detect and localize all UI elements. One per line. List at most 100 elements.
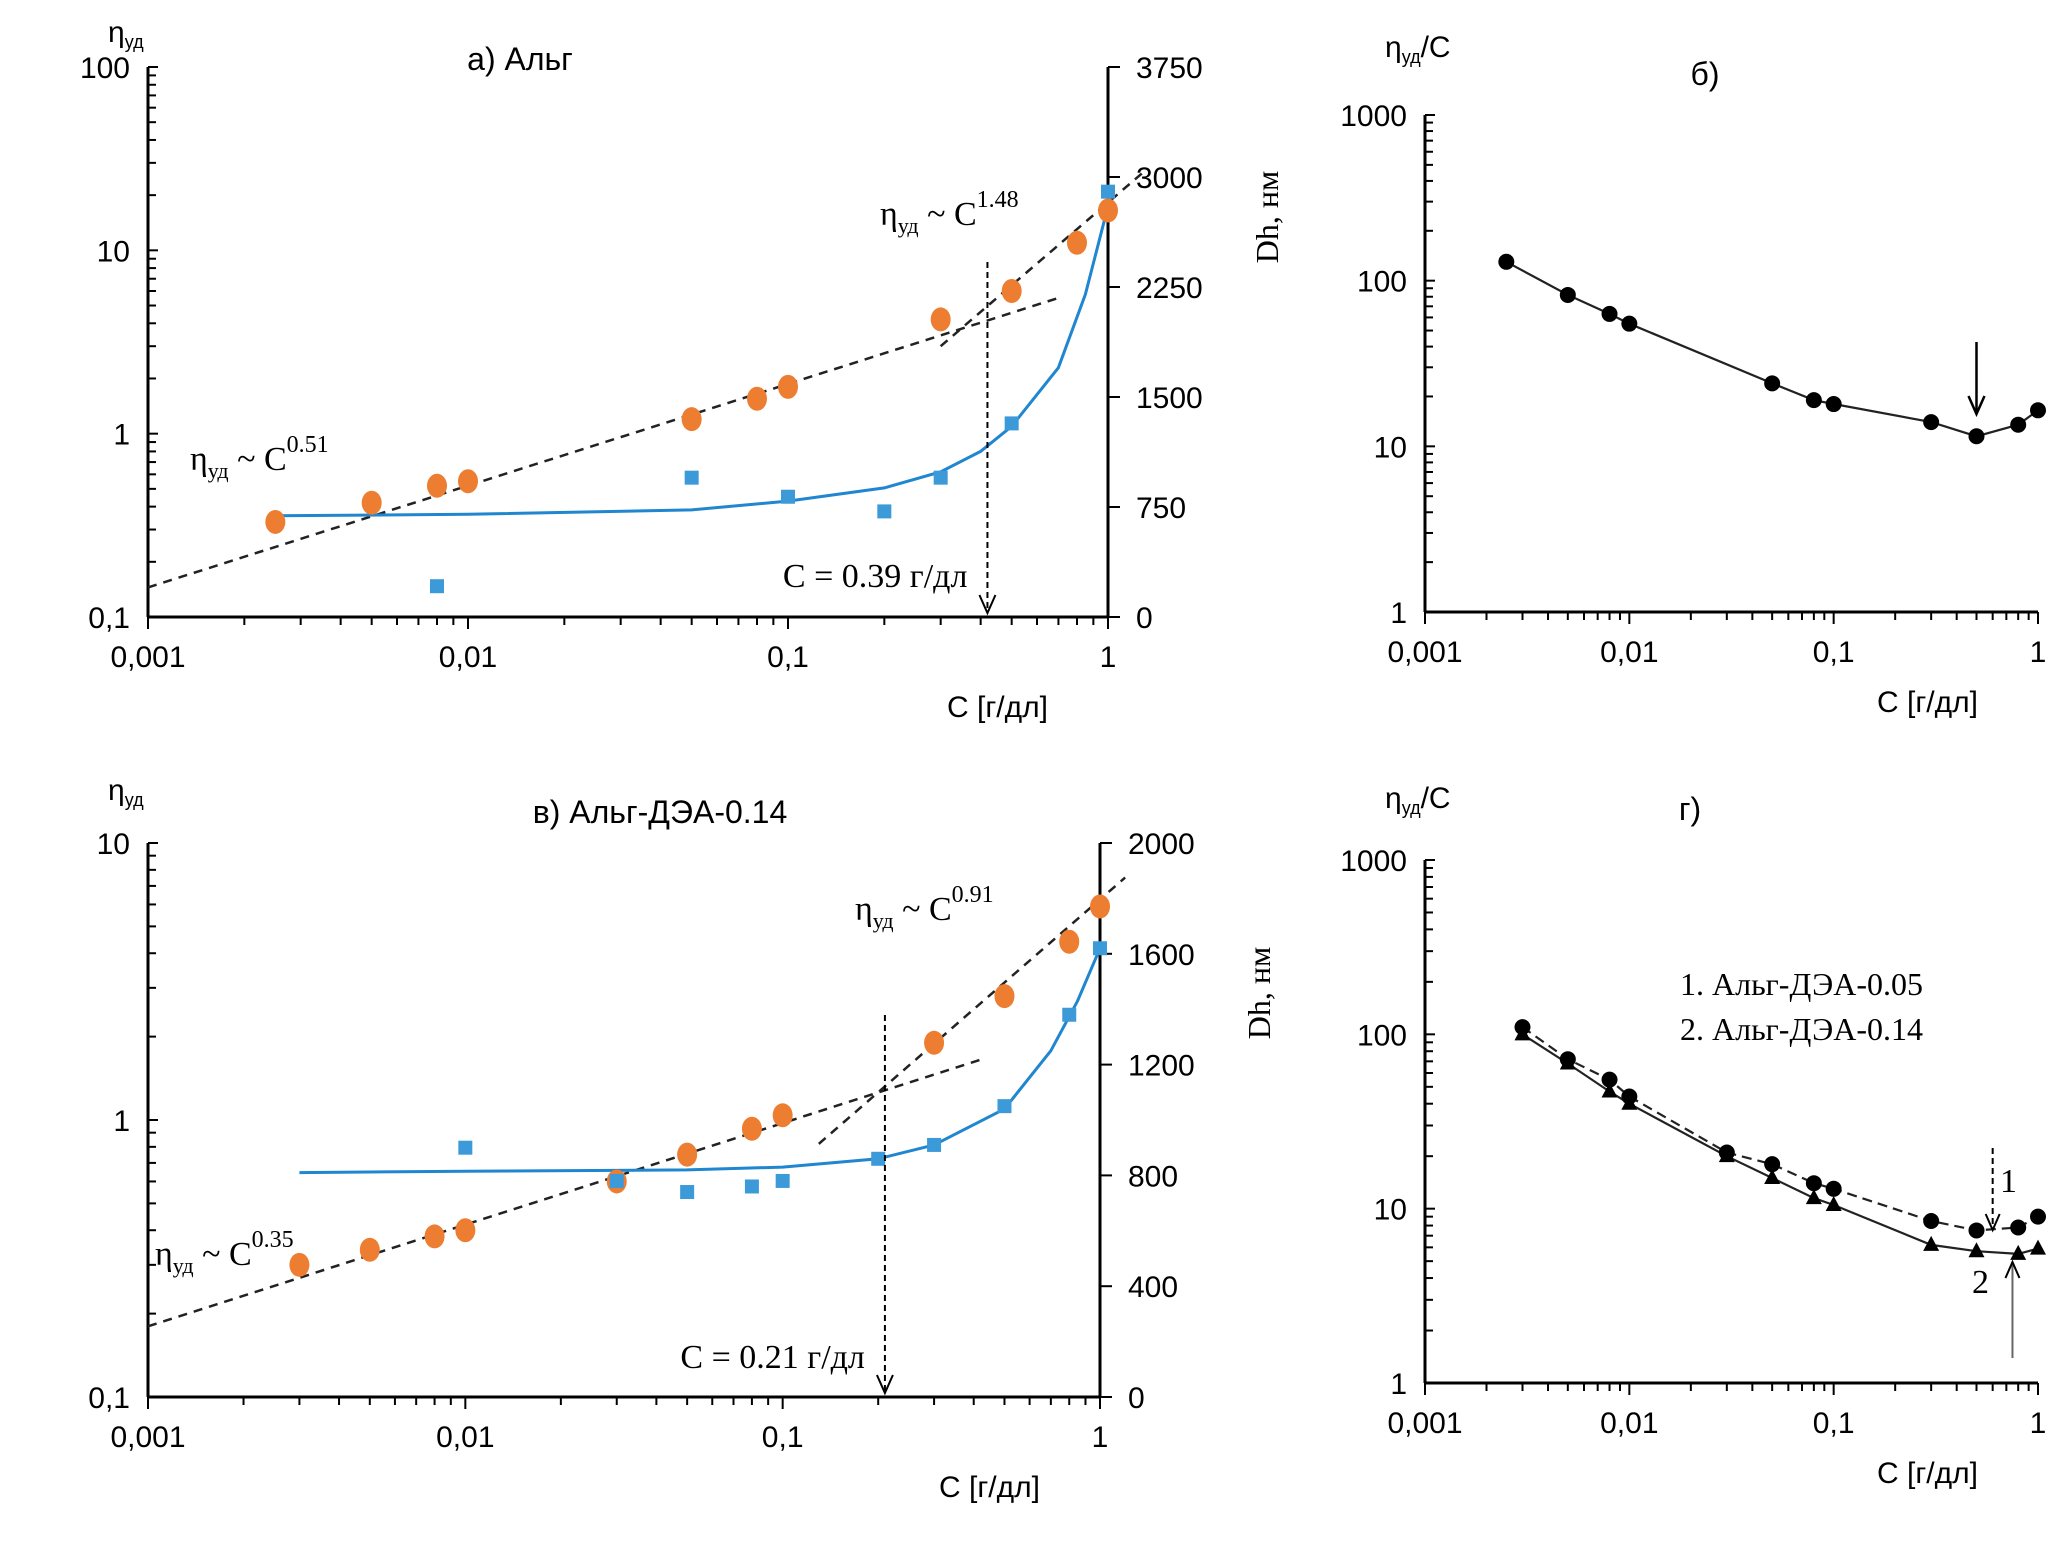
data-point	[1601, 1071, 1618, 1088]
data-point	[877, 504, 892, 519]
data-point	[2030, 1239, 2046, 1255]
fit-label: ηуд ~ C1.48	[880, 187, 1019, 238]
panel-v: 0,001 0,01 0,1 1 0,1 1 10 0 400 800 1200 1600 2000 Dh…	[88, 774, 1277, 1504]
fit-formula: ~ C	[194, 1236, 252, 1273]
data-point	[772, 1103, 793, 1128]
data-point	[680, 1185, 695, 1200]
data-point	[1601, 1082, 1618, 1098]
data-point	[1559, 286, 1576, 303]
data-point	[1718, 1147, 1735, 1163]
fit-eta-sub: уд	[173, 1253, 194, 1278]
y-axis-label: ηуд	[108, 16, 144, 52]
legend-entry: 2. Альг-ДЭА-0.14	[1680, 1011, 1923, 1047]
x-tick-label: 0,1	[1813, 1407, 1855, 1440]
curve-label: 2	[1972, 1264, 1989, 1301]
x-tick-label: 1	[1100, 641, 1117, 674]
y2-tick-label: 2250	[1136, 272, 1203, 305]
data-point	[741, 1116, 762, 1141]
y-label-sub: уд	[125, 32, 144, 52]
fit-label: ηуд ~ C0.51	[190, 432, 329, 483]
data-point	[778, 374, 798, 399]
data-point	[361, 490, 382, 515]
x-tick-label: 0,1	[767, 641, 809, 674]
y-label-rest: /С	[1421, 782, 1451, 815]
data-point	[1090, 894, 1110, 919]
data-point	[1805, 1175, 1822, 1192]
panel-g: 0,001 0,01 0,1 1 1 10 100 1000 г) ηуд/С С [г/дл] 1.…	[1340, 782, 2046, 1490]
data-point	[1764, 1168, 1781, 1184]
data-point	[2010, 1244, 2027, 1260]
y-axis-label: ηуд/С	[1385, 31, 1451, 67]
data-point	[426, 473, 447, 498]
data-point	[1805, 1189, 1822, 1205]
data-point	[1059, 929, 1080, 954]
data-point	[684, 470, 699, 485]
x-tick-label: 1	[2030, 636, 2047, 669]
data-point	[609, 1173, 624, 1188]
data-point	[994, 984, 1015, 1009]
data-point	[1004, 416, 1019, 431]
data-point	[927, 1137, 942, 1152]
data-point	[265, 509, 286, 534]
y2-tick-label: 400	[1128, 1271, 1178, 1304]
panel-title: г)	[1679, 791, 1701, 827]
data-point	[1062, 1007, 1077, 1022]
y-tick-label: 10	[1374, 431, 1407, 464]
data-point	[1101, 184, 1115, 199]
y-axis-label: ηуд	[108, 774, 144, 810]
y-axis-label: ηуд/С	[1385, 782, 1451, 818]
y-tick-label: 1000	[1340, 100, 1407, 133]
y-tick-label: 0,1	[88, 1382, 130, 1415]
y2-tick-label: 0	[1128, 1382, 1145, 1415]
data-point	[1098, 198, 1118, 223]
data-point	[746, 386, 767, 411]
y-label-rest: /С	[1421, 31, 1451, 64]
fit-eta-sub: уд	[208, 458, 229, 483]
data-point	[1923, 1235, 1940, 1251]
data-point	[1001, 279, 1022, 304]
y-tick-label: 1	[1390, 597, 1407, 630]
fit-label: ηуд ~ C0.35	[155, 1227, 294, 1278]
data-point	[1968, 1222, 1985, 1239]
data-point	[458, 469, 478, 494]
data-point	[455, 1218, 476, 1243]
threshold-label: С = 0.21 г/дл	[680, 1339, 865, 1376]
data-point	[2010, 416, 2027, 433]
data-point	[1498, 253, 1515, 270]
panel-title: в) Альг-ДЭА-0.14	[533, 794, 788, 830]
fit-formula: ~ C	[919, 196, 977, 233]
arrow-head	[1967, 395, 1986, 418]
data-point	[871, 1151, 886, 1166]
fit-line	[939, 170, 1146, 348]
x-tick-label: 1	[2030, 1407, 2047, 1440]
data-point	[781, 489, 795, 504]
data-point	[458, 1140, 473, 1155]
y-tick-label: 1000	[1340, 845, 1407, 878]
data-point	[744, 1179, 759, 1194]
x-tick-label: 0,01	[436, 1421, 494, 1454]
fit-line	[147, 1058, 981, 1328]
data-point	[1066, 230, 1087, 255]
y-label-main: η	[1385, 31, 1402, 64]
x-tick-label: 0,001	[1387, 1407, 1462, 1440]
data-point	[1601, 305, 1618, 322]
x-axis-label: С [г/дл]	[1877, 686, 1978, 719]
data-point	[997, 1099, 1012, 1114]
fit-exponent: 0.91	[952, 882, 994, 908]
y-label-sub: уд	[1402, 798, 1421, 818]
y2-tick-label: 2000	[1128, 828, 1195, 861]
data-point	[1923, 1212, 1940, 1229]
x-tick-label: 0,001	[1387, 636, 1462, 669]
fit-exponent: 1.48	[977, 187, 1019, 213]
dh-trend-curve	[299, 947, 1102, 1175]
y2-tick-label: 1600	[1128, 939, 1195, 972]
data-point	[924, 1030, 945, 1055]
data-point	[681, 407, 702, 432]
y2-tick-label: 1200	[1128, 1050, 1195, 1083]
fit-formula: ~ C	[894, 891, 952, 928]
x-tick-label: 0,01	[1600, 1407, 1658, 1440]
x-tick-label: 0,01	[439, 641, 497, 674]
panel-title: а) Альг	[467, 41, 573, 77]
data-point	[1968, 1242, 1985, 1258]
